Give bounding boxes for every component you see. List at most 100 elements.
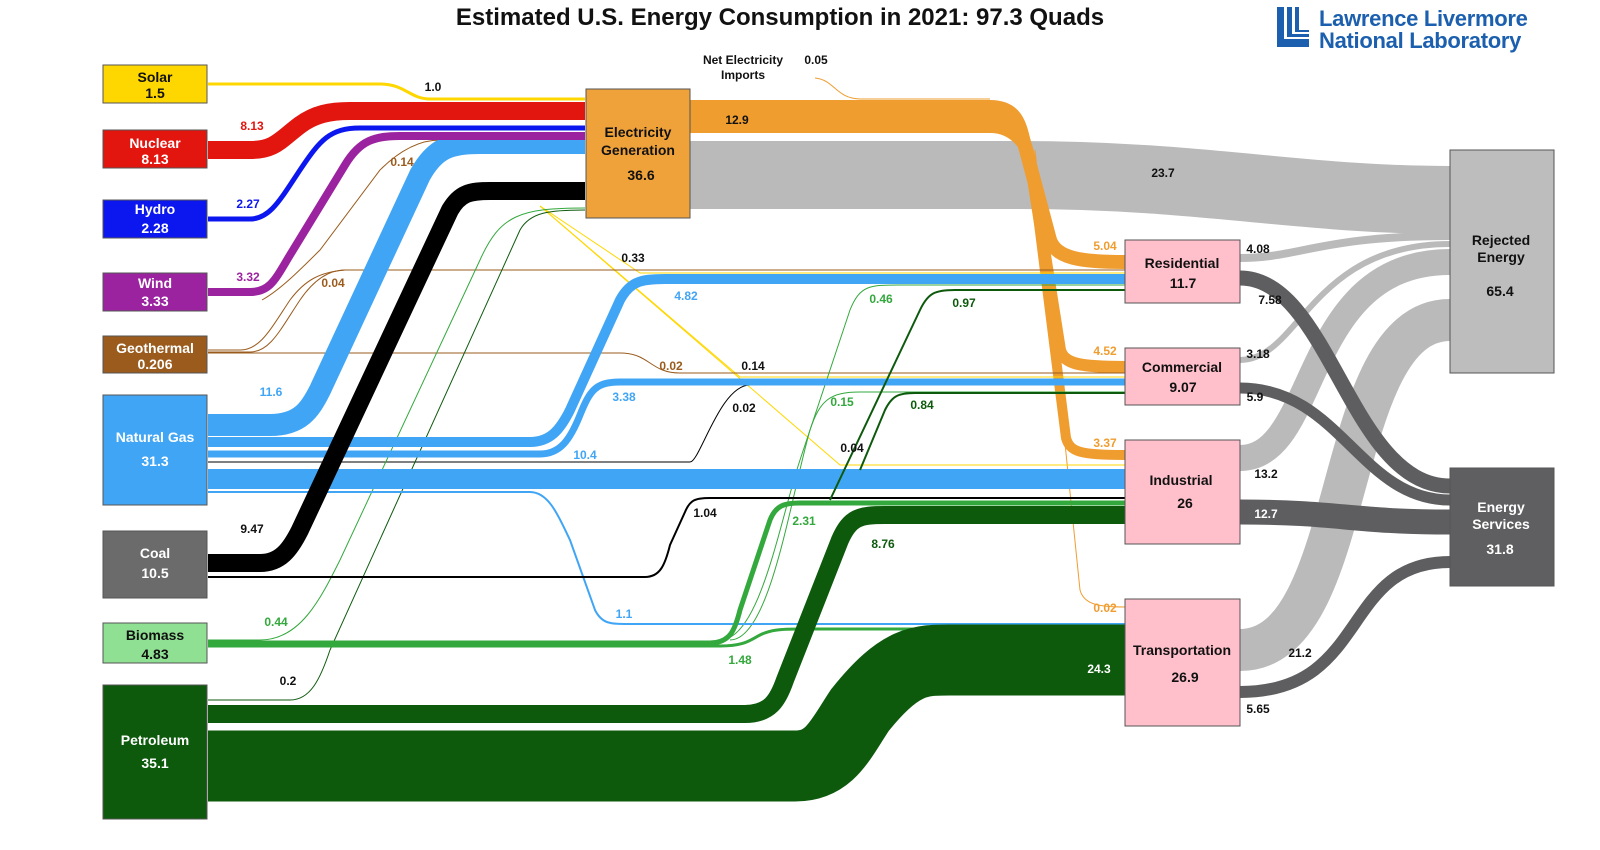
source-natural-gas[interactable]: Natural Gas 31.3: [102, 394, 208, 506]
node-transportation-name: Transportation: [1133, 642, 1231, 658]
label-coal-electricity: 9.47: [240, 522, 264, 536]
label-natural-gas-industrial: 10.4: [573, 448, 597, 462]
label-petroleum-commercial: 0.84: [910, 398, 934, 412]
biomass-flows: [208, 500, 1125, 648]
node-industrial-name: Industrial: [1149, 472, 1212, 488]
source-nuclear[interactable]: Nuclear 8.13: [102, 129, 208, 169]
flow-transportation-services: [1239, 556, 1451, 698]
chart-title: Estimated U.S. Energy Consumption in 202…: [455, 4, 1105, 31]
flow-petroleum-transportation: [208, 624, 1125, 802]
label-electricity-rejected: 23.7: [1151, 166, 1175, 180]
node-electricity-name-line1: Electricity: [605, 124, 672, 140]
node-industrial-value: 26: [1177, 495, 1193, 511]
label-hydro-electricity: 2.27: [236, 197, 260, 211]
flow-industrial-services: [1239, 499, 1451, 535]
flow-electricity-transportation: [1034, 149, 1126, 608]
label-natural-gas-residential: 4.82: [674, 289, 698, 303]
coal-flows: [208, 182, 1125, 578]
node-transportation[interactable]: Transportation 26.9: [1124, 598, 1241, 727]
llnl-logo-mark-icon: [1277, 7, 1309, 47]
source-petroleum[interactable]: Petroleum 35.1: [102, 684, 208, 820]
flow-natural-gas-commercial: [208, 378, 1125, 458]
label-coal-commercial: 0.02: [732, 401, 756, 415]
flow-geothermal-commercial: [208, 352, 1125, 374]
node-commercial-name: Commercial: [1142, 359, 1222, 375]
source-geothermal-name: Geothermal: [116, 340, 194, 356]
flow-electricity-industrial: [690, 123, 1126, 460]
flow-commercial-rejected: [1239, 241, 1451, 363]
source-natural-gas-value: 31.3: [141, 453, 168, 469]
source-biomass[interactable]: Biomass 4.83: [102, 622, 208, 664]
label-transportation-rejected: 21.2: [1288, 646, 1312, 660]
label-solar-residential: 0.33: [621, 251, 645, 265]
flow-residential-rejected: [1239, 232, 1451, 262]
source-solar[interactable]: Solar 1.5: [102, 64, 208, 104]
source-petroleum-name: Petroleum: [121, 732, 189, 748]
node-rejected-name-line2: Energy: [1477, 249, 1525, 265]
node-commercial[interactable]: Commercial 9.07: [1124, 347, 1241, 406]
flow-petroleum-electricity: [208, 209, 586, 701]
source-biomass-name: Biomass: [126, 627, 185, 643]
logo-text-line1: Lawrence Livermore: [1319, 6, 1528, 31]
label-residential-services: 7.58: [1258, 293, 1282, 307]
node-residential-name: Residential: [1145, 255, 1220, 271]
electricity-flows: [690, 77, 1126, 608]
flow-coal-electricity: [208, 182, 585, 572]
label-petroleum-transportation: 24.3: [1087, 662, 1111, 676]
node-electricity-value: 36.6: [627, 167, 654, 183]
node-rejected-value: 65.4: [1486, 283, 1513, 299]
label-electricity-residential: 5.04: [1093, 239, 1117, 253]
label-natural-gas-commercial: 3.38: [612, 390, 636, 404]
flow-natural-gas-residential: [208, 274, 1125, 447]
flow-petroleum-industrial: [208, 506, 1125, 723]
node-commercial-value: 9.07: [1169, 379, 1196, 395]
node-rejected-energy[interactable]: Rejected Energy 65.4: [1449, 149, 1555, 374]
node-residential[interactable]: Residential 11.7: [1124, 239, 1241, 304]
node-services-name-line1: Energy: [1477, 499, 1525, 515]
label-petroleum-industrial: 8.76: [871, 537, 895, 551]
source-nuclear-name: Nuclear: [129, 135, 181, 151]
flow-wind-commercial: [261, 139, 585, 301]
source-coal-value: 10.5: [141, 565, 168, 581]
source-wind-name: Wind: [138, 275, 172, 291]
label-wind-commercial: 0.14: [390, 155, 414, 169]
source-hydro[interactable]: Hydro 2.28: [102, 199, 208, 239]
node-energy-services[interactable]: Energy Services 31.8: [1449, 467, 1555, 587]
source-natural-gas-name: Natural Gas: [116, 429, 195, 445]
node-rejected-name-line1: Rejected: [1472, 232, 1530, 248]
flow-transportation-rejected: [1237, 299, 1453, 671]
label-natural-gas-electricity: 11.6: [260, 385, 283, 399]
thin-source-flows: [208, 139, 1125, 701]
label-wind-electricity: 3.32: [236, 270, 260, 284]
flow-biomass-electricity: [208, 207, 586, 641]
label-geothermal-electricity: 0.04: [321, 276, 345, 290]
flow-hydro-electricity: [208, 125, 585, 222]
flow-natural-gas-transportation: [208, 491, 1125, 625]
label-petroleum-residential: 0.97: [952, 296, 976, 310]
label-commercial-services: 5.9: [1247, 390, 1264, 404]
label-nuclear-electricity: 8.13: [240, 119, 264, 133]
flow-natural-gas-electricity: [208, 132, 585, 436]
label-transportation-services: 5.65: [1246, 702, 1270, 716]
flow-petroleum-residential: [829, 289, 1125, 501]
source-coal[interactable]: Coal 10.5: [102, 530, 208, 599]
label-residential-rejected: 4.08: [1246, 242, 1270, 256]
flow-coal-commercial: [208, 384, 1125, 463]
node-industrial[interactable]: Industrial 26: [1124, 439, 1241, 545]
node-services-name-line2: Services: [1472, 516, 1530, 532]
label-natural-gas-transportation: 1.1: [616, 607, 633, 621]
source-nuclear-value: 8.13: [141, 151, 168, 167]
flow-industrial-rejected: [1238, 249, 1451, 471]
label-industrial-rejected: 13.2: [1254, 467, 1278, 481]
flow-biomass-commercial: [729, 391, 1125, 641]
source-geothermal[interactable]: Geothermal 0.206: [102, 335, 208, 374]
output-flows: [690, 141, 1453, 698]
label-solar-electricity: 1.0: [425, 80, 442, 94]
source-hydro-name: Hydro: [135, 201, 175, 217]
source-wind[interactable]: Wind 3.33: [102, 272, 208, 312]
node-electricity-generation[interactable]: Electricity Generation 36.6: [585, 88, 691, 219]
flow-geothermal-electricity: [208, 269, 346, 351]
source-petroleum-value: 35.1: [141, 755, 168, 771]
flow-labels: 1.0 8.13 2.27 3.32 0.14 0.04 0.02 11.6 4…: [236, 80, 1312, 716]
